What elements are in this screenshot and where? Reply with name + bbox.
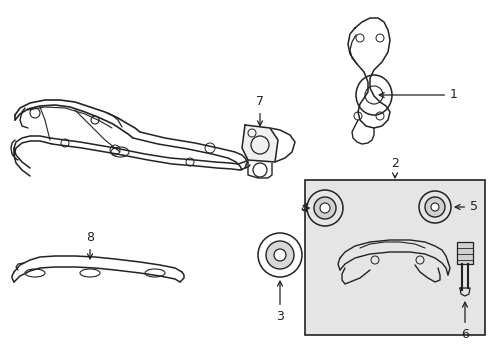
Bar — [456, 242, 472, 264]
Text: 8: 8 — [86, 231, 94, 259]
Circle shape — [265, 241, 293, 269]
Text: 4: 4 — [300, 202, 307, 215]
Circle shape — [424, 197, 444, 217]
Text: 6: 6 — [460, 302, 468, 341]
Text: 2: 2 — [390, 157, 398, 178]
Text: 5: 5 — [454, 201, 477, 213]
Circle shape — [430, 203, 438, 211]
Circle shape — [252, 163, 266, 177]
Text: 1: 1 — [378, 89, 457, 102]
Text: 7: 7 — [256, 95, 264, 126]
Text: 3: 3 — [276, 281, 284, 323]
Circle shape — [313, 197, 335, 219]
Circle shape — [273, 249, 285, 261]
Circle shape — [319, 203, 329, 213]
Bar — [305, 180, 484, 335]
Polygon shape — [242, 125, 278, 162]
